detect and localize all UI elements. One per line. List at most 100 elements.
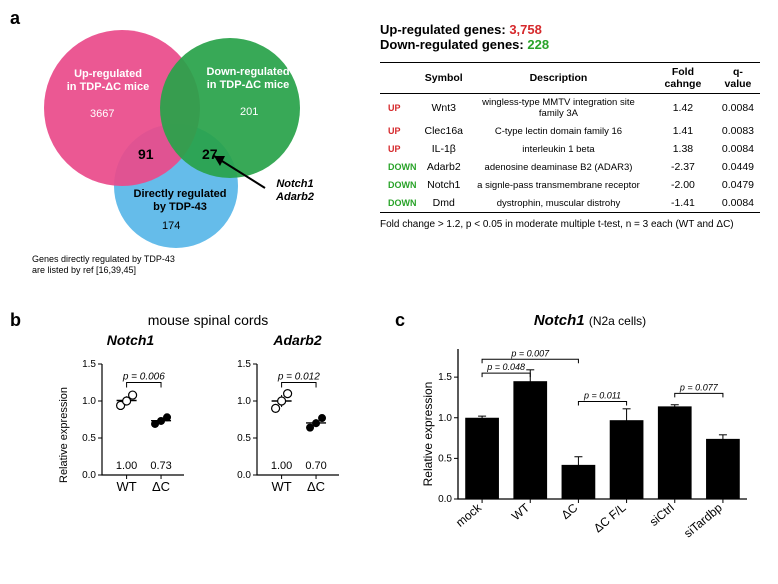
panel-c: Notch1 (N2a cells) 0.0 0.5 1.0 1.5Relative … — [420, 312, 760, 564]
svg-text:0.5: 0.5 — [82, 433, 96, 444]
table-cell: wingless-type MMTV integration site fami… — [467, 94, 650, 123]
gene-table-note: Fold change > 1.2, p < 0.05 in moderate … — [380, 219, 760, 230]
table-cell: C-type lectin domain family 16 — [467, 122, 650, 140]
svg-text:0.70: 0.70 — [305, 460, 326, 472]
svg-text:1.00: 1.00 — [116, 460, 137, 472]
venn-label: Directly regulatedby TDP-43 — [125, 188, 235, 214]
table-row: DOWNDmddystrophin, muscular distrohy-1.4… — [380, 194, 760, 213]
venn-diagram: Up-regulatedin TDP-ΔC mice3667Down-regul… — [30, 28, 330, 258]
venn-footnote-l2: are listed by ref [16,39,45] — [32, 265, 136, 275]
dir-cell: DOWN — [380, 158, 421, 176]
svg-text:1.0: 1.0 — [237, 396, 251, 407]
table-cell: 0.0084 — [716, 194, 760, 213]
table-cell: 1.41 — [650, 122, 716, 140]
panel-c-gene: Notch1 — [534, 312, 585, 329]
svg-text:mock: mock — [453, 500, 485, 530]
table-cell: -2.37 — [650, 158, 716, 176]
table-header: Fold cahnge — [650, 63, 716, 94]
dir-cell: DOWN — [380, 176, 421, 194]
panel-c-label: c — [395, 310, 405, 331]
svg-text:siCtrl: siCtrl — [647, 501, 677, 529]
table-row: DOWNNotch1a signle-pass transmembrane re… — [380, 176, 760, 194]
venn-label: Down-regulatedin TDP-ΔC mice — [188, 66, 308, 92]
table-row: UPClec16aC-type lectin domain family 161… — [380, 122, 760, 140]
svg-text:ΔC: ΔC — [152, 479, 170, 494]
scatter-gene-title: Adarb2 — [225, 332, 370, 348]
panel-b: mouse spinal cords Notch1 Relative expres… — [58, 312, 378, 521]
svg-text:WT: WT — [509, 500, 533, 523]
svg-text:p = 0.012: p = 0.012 — [277, 372, 320, 383]
dir-cell: DOWN — [380, 194, 421, 213]
svg-text:p = 0.077: p = 0.077 — [679, 382, 719, 392]
table-cell: adenosine deaminase B2 (ADAR3) — [467, 158, 650, 176]
svg-text:ΔC: ΔC — [307, 479, 325, 494]
svg-text:1.00: 1.00 — [271, 460, 292, 472]
svg-text:p = 0.048: p = 0.048 — [486, 362, 525, 372]
panel-a-summary: Up-regulated genes: 3,758 Down-regulated… — [380, 22, 760, 230]
table-cell: 1.42 — [650, 94, 716, 123]
table-cell: Wnt3 — [421, 94, 468, 123]
table-header: q-value — [716, 63, 760, 94]
svg-text:0.5: 0.5 — [438, 453, 452, 464]
table-cell: 0.0449 — [716, 158, 760, 176]
svg-text:1.5: 1.5 — [237, 359, 251, 370]
svg-text:0.0: 0.0 — [82, 470, 96, 481]
svg-text:p = 0.006: p = 0.006 — [122, 372, 165, 383]
up-count-label: Up-regulated genes: — [380, 22, 506, 37]
svg-text:0.0: 0.0 — [438, 494, 452, 505]
venn-footnote-l1: Genes directly regulated by TDP-43 — [32, 254, 175, 264]
svg-text:0.5: 0.5 — [237, 433, 251, 444]
venn-label: 27 — [202, 146, 218, 163]
venn-label: 201 — [240, 106, 258, 119]
dir-cell: UP — [380, 94, 421, 123]
panel-b-label: b — [10, 310, 21, 331]
table-header — [380, 63, 421, 94]
venn-footnote: Genes directly regulated by TDP-43 are l… — [32, 254, 175, 276]
table-cell: -2.00 — [650, 176, 716, 194]
table-cell: 0.0084 — [716, 140, 760, 158]
table-cell: IL-1β — [421, 140, 468, 158]
svg-text:1.5: 1.5 — [438, 372, 452, 383]
svg-text:siTardbp: siTardbp — [681, 500, 725, 540]
venn-label: Up-regulatedin TDP-ΔC mice — [48, 68, 168, 94]
table-header: Description — [467, 63, 650, 94]
panel-c-title: Notch1 (N2a cells) — [420, 312, 760, 329]
dir-cell: UP — [380, 140, 421, 158]
table-row: UPIL-1βinterleukin 1 beta1.380.0084 — [380, 140, 760, 158]
venn-label: Notch1Adarb2 — [260, 178, 330, 204]
table-header: Symbol — [421, 63, 468, 94]
svg-text:ΔC F/L: ΔC F/L — [591, 500, 629, 535]
panel-b-title: mouse spinal cords — [58, 312, 358, 328]
table-cell: -1.41 — [650, 194, 716, 213]
svg-text:1.0: 1.0 — [438, 413, 452, 424]
svg-text:p = 0.007: p = 0.007 — [510, 348, 550, 358]
dir-cell: UP — [380, 122, 421, 140]
scatter-gene-title: Notch1 — [58, 332, 203, 348]
table-cell: interleukin 1 beta — [467, 140, 650, 158]
panel-a-label: a — [10, 8, 20, 29]
up-count-value: 3,758 — [509, 22, 542, 37]
table-cell: 1.38 — [650, 140, 716, 158]
table-cell: 0.0084 — [716, 94, 760, 123]
scatter-svg: 0.00.51.01.51.00WT0.73ΔCp = 0.006 — [70, 348, 190, 521]
y-axis-label: Relative expression — [58, 387, 70, 483]
table-cell: 0.0479 — [716, 176, 760, 194]
table-cell: 0.0083 — [716, 122, 760, 140]
venn-label: 91 — [138, 146, 154, 163]
venn-label: 174 — [162, 220, 180, 233]
svg-text:Relative expression: Relative expression — [421, 382, 435, 487]
table-cell: Notch1 — [421, 176, 468, 194]
svg-text:WT: WT — [116, 479, 136, 494]
table-cell: dystrophin, muscular distrohy — [467, 194, 650, 213]
svg-text:p = 0.011: p = 0.011 — [583, 391, 621, 401]
table-cell: Dmd — [421, 194, 468, 213]
panel-c-sub: (N2a cells) — [589, 314, 646, 328]
scatter-svg: 0.00.51.01.51.00WT0.70ΔCp = 0.012 — [225, 348, 345, 521]
scatter-plot: Notch1Relative expression0.00.51.01.51.0… — [58, 332, 203, 521]
svg-text:1.5: 1.5 — [82, 359, 96, 370]
bar-chart-svg: 0.00.51.01.5Relative expressionmockWTΔCΔ… — [420, 329, 755, 559]
down-count-value: 228 — [527, 37, 549, 52]
svg-text:0.73: 0.73 — [150, 460, 171, 472]
table-row: DOWNAdarb2adenosine deaminase B2 (ADAR3)… — [380, 158, 760, 176]
gene-table: SymbolDescriptionFold cahngeq-value UPWn… — [380, 62, 760, 213]
